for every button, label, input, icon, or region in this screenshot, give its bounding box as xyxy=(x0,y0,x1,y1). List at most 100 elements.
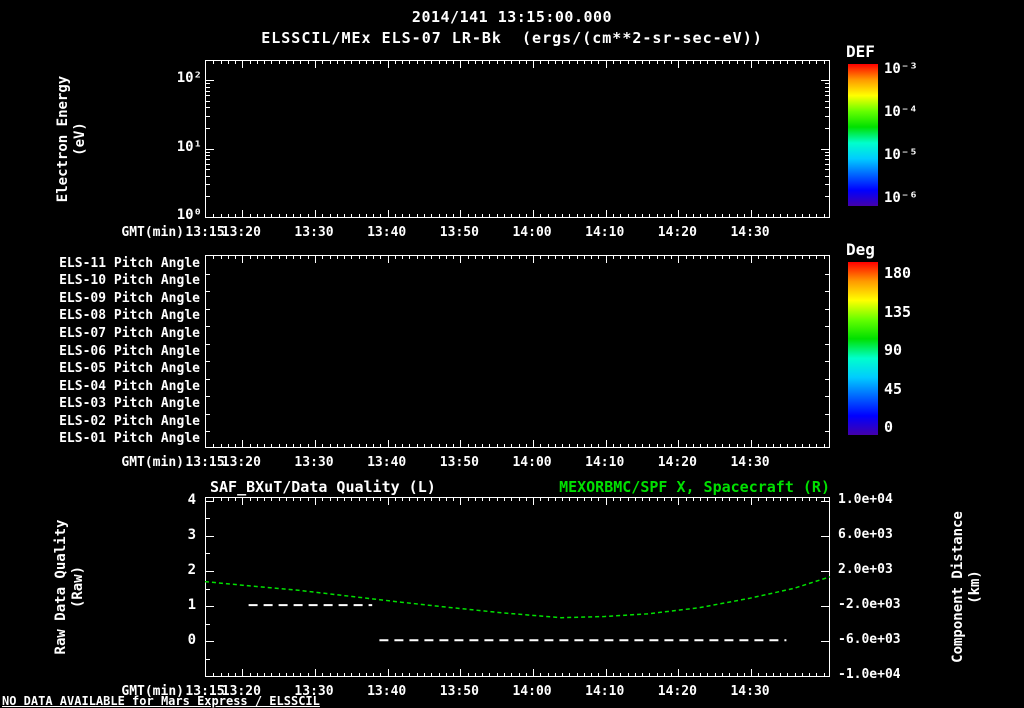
y-minor-tick xyxy=(206,159,210,161)
x-minor-tick xyxy=(685,498,687,501)
x-minor-tick xyxy=(794,214,796,217)
x-minor-tick xyxy=(438,214,440,217)
x-minor-tick xyxy=(322,61,324,64)
y-minor-tick xyxy=(206,83,210,85)
x-minor-tick xyxy=(293,256,295,259)
x-minor-tick xyxy=(801,256,803,259)
x-tick-label: 13:30 xyxy=(294,455,334,470)
distance-tick-label: -6.0e+03 xyxy=(838,632,901,648)
x-minor-tick xyxy=(569,673,571,676)
x-minor-tick xyxy=(692,61,694,64)
x-minor-tick xyxy=(649,444,651,447)
x-minor-tick xyxy=(598,61,600,64)
x-minor-tick xyxy=(518,444,520,447)
time-axis-row-1: GMT(min) 13:15 13:20 13:30 13:40 13:50 14:00 1… xyxy=(0,225,1024,241)
pitch-angle-row-label: ELS-03 Pitch Angle xyxy=(59,396,200,412)
x-minor-tick xyxy=(256,444,258,447)
x-minor-tick xyxy=(816,444,818,447)
component-distance-axis-label: Component Distance (km) xyxy=(950,477,984,697)
deg-colorbar-tick-label: 135 xyxy=(884,302,912,321)
x-minor-tick xyxy=(780,444,782,447)
x-tick-label: 14:20 xyxy=(657,225,697,240)
x-minor-tick xyxy=(700,498,702,501)
x-minor-tick xyxy=(351,214,353,217)
x-minor-tick xyxy=(692,444,694,447)
x-minor-tick xyxy=(467,214,469,217)
x-major-tick xyxy=(605,498,607,505)
x-minor-tick xyxy=(278,214,280,217)
x-minor-tick xyxy=(649,673,651,676)
electron-energy-axis-label: Electron Energy (eV) xyxy=(55,29,89,249)
x-minor-tick xyxy=(358,444,360,447)
def-colorbar-tick-label: 10⁻³ xyxy=(884,61,918,78)
x-minor-tick xyxy=(525,61,527,64)
x-major-tick xyxy=(533,61,535,68)
x-major-tick xyxy=(315,669,316,676)
right-major-tick xyxy=(821,641,829,643)
x-minor-tick xyxy=(235,498,237,501)
axis-label-line: (km) xyxy=(967,570,983,604)
x-minor-tick xyxy=(685,673,687,676)
x-major-tick xyxy=(315,498,316,505)
x-minor-tick xyxy=(373,444,375,447)
x-minor-tick xyxy=(424,444,426,447)
y-minor-tick xyxy=(825,163,829,165)
x-minor-tick xyxy=(729,673,731,676)
x-minor-tick xyxy=(307,61,309,64)
y-minor-tick xyxy=(825,90,829,92)
x-minor-tick xyxy=(700,673,702,676)
x-minor-tick xyxy=(409,214,411,217)
x-minor-tick xyxy=(373,214,375,217)
x-minor-tick xyxy=(300,673,302,676)
x-minor-tick xyxy=(554,673,556,676)
x-minor-tick xyxy=(445,498,447,501)
def-colorbar-title: DEF xyxy=(846,42,875,61)
x-minor-tick xyxy=(380,444,382,447)
x-minor-tick xyxy=(729,61,731,64)
x-minor-tick xyxy=(787,256,789,259)
x-minor-tick xyxy=(707,214,709,217)
x-minor-tick xyxy=(787,444,789,447)
row-boundary-tick xyxy=(825,396,829,398)
x-minor-tick xyxy=(220,256,222,259)
x-minor-tick xyxy=(787,61,789,64)
x-minor-tick xyxy=(322,256,324,259)
x-minor-tick xyxy=(431,214,433,217)
x-minor-tick xyxy=(649,498,651,501)
x-minor-tick xyxy=(627,256,629,259)
x-minor-tick xyxy=(438,673,440,676)
x-minor-tick xyxy=(249,61,251,64)
x-minor-tick xyxy=(525,444,527,447)
x-minor-tick xyxy=(707,444,709,447)
x-minor-tick xyxy=(634,673,636,676)
x-minor-tick xyxy=(438,444,440,447)
x-minor-tick xyxy=(721,673,723,676)
x-minor-tick xyxy=(394,61,396,64)
x-minor-tick xyxy=(489,498,491,501)
pitch-angle-row-label: ELS-05 Pitch Angle xyxy=(59,361,200,377)
x-minor-tick xyxy=(438,61,440,64)
pitch-angle-row-label: ELS-11 Pitch Angle xyxy=(59,255,200,271)
x-major-tick xyxy=(315,440,316,447)
left-minor-tick xyxy=(206,658,210,660)
y-minor-tick xyxy=(825,86,829,88)
y-minor-tick xyxy=(825,127,829,129)
x-minor-tick xyxy=(583,444,585,447)
axis-label-line: Electron Energy xyxy=(55,75,71,203)
x-minor-tick xyxy=(431,256,433,259)
x-minor-tick xyxy=(365,498,367,501)
gmt-axis-label: GMT(min) xyxy=(121,225,184,240)
x-minor-tick xyxy=(743,673,745,676)
x-minor-tick xyxy=(453,256,455,259)
x-minor-tick xyxy=(416,498,418,501)
x-minor-tick xyxy=(503,256,505,259)
x-minor-tick xyxy=(634,256,636,259)
x-minor-tick xyxy=(300,444,302,447)
x-minor-tick xyxy=(220,444,222,447)
x-minor-tick xyxy=(772,256,774,259)
x-minor-tick xyxy=(445,214,447,217)
deg-colorbar-tick-label: 90 xyxy=(884,341,903,360)
x-minor-tick xyxy=(823,673,825,676)
x-tick-label: 14:10 xyxy=(585,455,625,470)
deg-colorbar-tick-label: 0 xyxy=(884,418,894,437)
